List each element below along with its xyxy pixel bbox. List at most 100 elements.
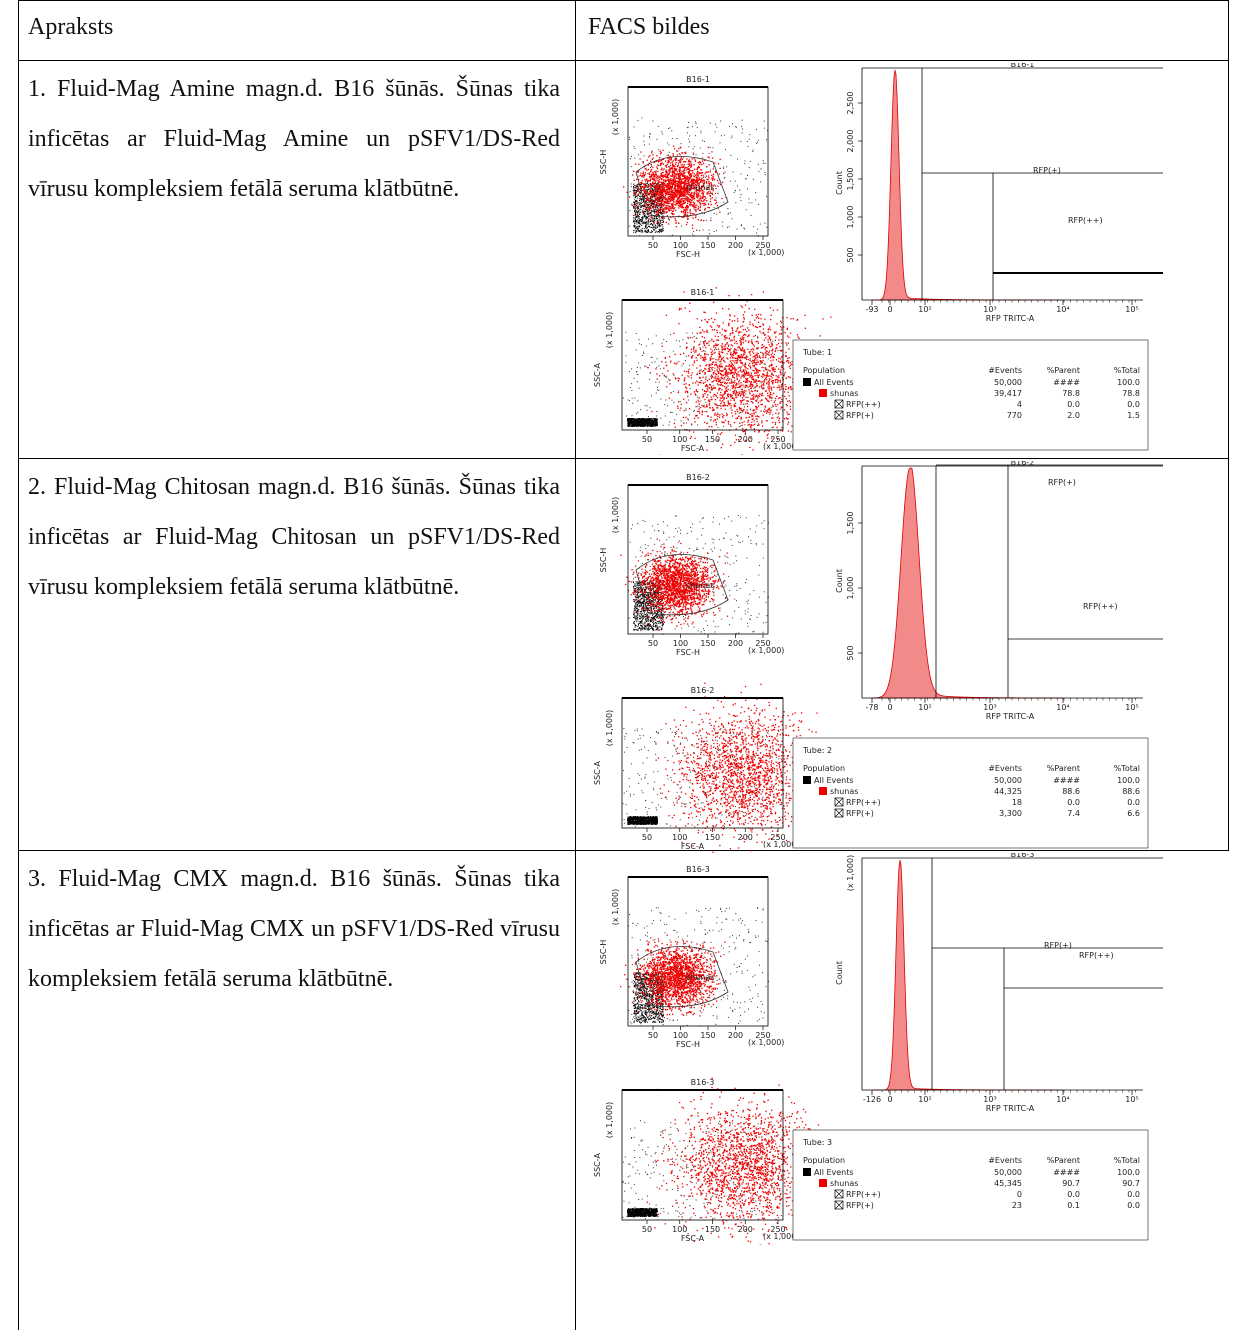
event-dot	[633, 207, 635, 209]
event-dot	[683, 422, 685, 424]
event-dot	[708, 404, 711, 406]
event-dot	[742, 342, 744, 344]
event-dot	[655, 211, 657, 214]
event-dot	[687, 419, 689, 421]
event-dot	[713, 212, 715, 214]
event-dot	[653, 210, 655, 212]
event-dot	[671, 204, 673, 207]
event-dot	[693, 179, 695, 181]
event-dot	[637, 400, 639, 402]
event-dot	[682, 173, 684, 176]
event-dot	[649, 201, 651, 203]
event-dot	[678, 179, 680, 181]
event-dot	[651, 188, 653, 190]
event-dot	[665, 314, 668, 317]
event-dot	[644, 173, 646, 176]
event-dot	[665, 210, 667, 212]
event-dot	[650, 418, 652, 420]
event-dot	[692, 169, 694, 172]
event-dot	[637, 419, 639, 421]
event-dot	[702, 193, 705, 195]
event-dot	[724, 373, 726, 376]
event-dot	[760, 361, 762, 363]
event-dot	[637, 188, 639, 190]
event-dot	[651, 178, 653, 180]
event-dot	[653, 210, 655, 212]
event-dot	[682, 210, 685, 213]
event-dot	[635, 227, 637, 229]
event-dot	[668, 151, 670, 153]
event-dot	[702, 376, 704, 378]
event-dot	[647, 204, 649, 206]
event-dot	[707, 179, 709, 181]
event-dot	[644, 184, 646, 186]
event-dot	[641, 420, 643, 422]
event-dot	[711, 353, 714, 355]
event-dot	[685, 224, 688, 226]
event-dot	[717, 375, 719, 377]
event-dot	[652, 205, 654, 207]
event-dot	[679, 307, 681, 310]
event-dot	[686, 332, 688, 334]
event-dot	[709, 171, 711, 173]
event-dot	[646, 218, 648, 220]
event-dot	[647, 220, 649, 222]
event-dot	[636, 374, 638, 376]
event-dot	[700, 203, 702, 205]
event-dot	[660, 163, 662, 166]
event-dot	[643, 166, 645, 168]
event-dot	[649, 211, 651, 213]
event-dot	[680, 189, 682, 191]
event-dot	[639, 200, 641, 202]
event-dot	[631, 397, 633, 399]
event-dot	[637, 228, 639, 230]
event-dot	[637, 211, 639, 213]
event-dot	[654, 231, 656, 233]
event-dot	[660, 174, 662, 176]
event-dot	[682, 199, 685, 202]
event-dot	[717, 407, 719, 409]
event-dot	[698, 184, 700, 186]
event-dot	[714, 377, 717, 379]
event-dot	[660, 417, 662, 419]
event-dot	[693, 213, 695, 215]
event-dot	[698, 182, 700, 184]
event-dot	[700, 132, 702, 134]
event-dot	[658, 176, 660, 179]
event-dot	[643, 352, 645, 354]
event-dot	[637, 422, 639, 424]
event-dot	[665, 181, 667, 183]
event-dot	[766, 371, 769, 373]
event-dot	[768, 350, 771, 352]
event-dot	[632, 189, 634, 191]
event-dot	[642, 173, 644, 175]
event-dot	[631, 422, 633, 424]
event-dot	[641, 418, 643, 420]
event-dot	[640, 196, 642, 198]
event-dot	[678, 166, 680, 168]
event-dot	[649, 216, 651, 218]
event-dot	[649, 212, 651, 214]
event-dot	[641, 198, 643, 200]
event-dot	[628, 425, 630, 427]
event-dot	[757, 356, 759, 359]
event-dot	[749, 366, 752, 369]
event-dot	[706, 449, 708, 451]
event-dot	[649, 207, 651, 209]
event-dot	[645, 229, 647, 231]
event-dot	[692, 196, 694, 198]
event-dot	[761, 388, 764, 390]
event-dot	[653, 175, 655, 178]
event-dot	[666, 172, 668, 174]
event-dot	[751, 421, 753, 424]
event-dot	[685, 355, 687, 357]
event-dot	[738, 334, 740, 336]
event-dot	[714, 335, 717, 337]
event-dot	[698, 186, 701, 188]
event-dot	[674, 187, 676, 189]
event-dot	[649, 421, 651, 423]
event-dot	[640, 209, 642, 211]
event-dot	[697, 167, 699, 169]
event-dot	[713, 393, 715, 396]
